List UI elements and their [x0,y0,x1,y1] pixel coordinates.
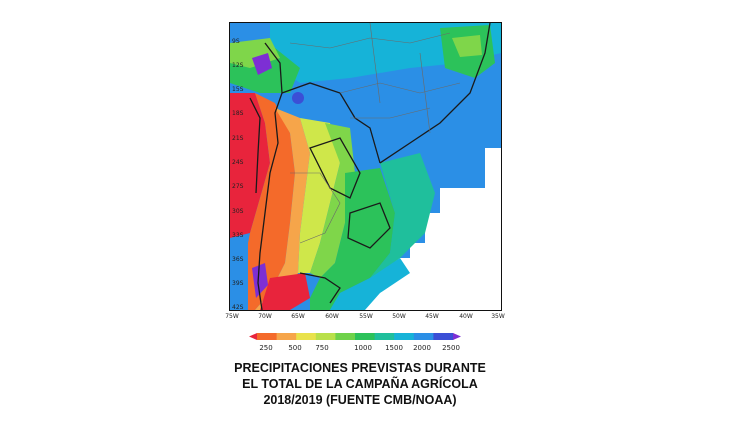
lat-label: 36S [232,256,244,263]
precipitation-map [229,22,502,311]
lon-label: 75W [225,313,239,320]
legend-swatch [355,333,376,340]
lon-label: 50W [392,313,406,320]
legend-swatch [296,333,317,340]
legend-tick-label: 2000 [413,344,431,352]
field-cyan-southeast [330,258,410,310]
coast-line [249,97,261,194]
lat-label: 27S [232,183,244,190]
lon-label: 45W [425,313,439,320]
rio-de-la-plata [299,272,341,304]
field-darkblue-spot [292,92,304,104]
field-lightorange [255,108,310,310]
lat-label: 21S [232,135,244,142]
legend-swatch [413,333,434,340]
legend-swatch [315,333,336,340]
field-lightgreen-chaco [310,123,355,278]
precipitation-map-svg [230,23,501,310]
field-red-south [260,273,310,310]
state-line-1 [289,32,451,49]
caption-line: 2018/2019 (FUENTE CMB/NOAA) [263,393,457,407]
field-teal-east [370,153,435,278]
lat-label: 42S [232,304,244,311]
lon-label: 65W [291,313,305,320]
legend-swatch [453,333,461,340]
state-line-2 [339,82,461,94]
lon-label: 60W [325,313,339,320]
field-purple-southwest [252,263,268,298]
map-caption: PRECIPITACIONES PREVISTAS DURANTE EL TOT… [200,360,520,408]
legend-swatch [394,333,415,340]
bolivia-brazil-border [281,82,381,164]
lat-label: 39S [232,280,244,287]
paraguay-border [309,137,361,199]
legend-swatch [335,333,356,340]
state-line-3 [350,107,431,119]
legend-swatch [249,333,257,340]
lat-label: 18S [232,110,244,117]
state-line-6 [419,52,431,134]
lat-label: 15S [232,86,244,93]
legend-tick-label: 500 [288,344,302,352]
legend-tick-label: 1500 [385,344,403,352]
legend-swatch [276,333,297,340]
legend-swatch [433,333,454,340]
legend-tick-label: 750 [315,344,329,352]
lon-label: 55W [359,313,373,320]
brazil-coast [379,23,491,164]
field-blue-southwest [230,243,248,310]
uruguay-border [347,202,391,249]
field-green-pampas [310,168,395,310]
lon-label: 70W [258,313,272,320]
field-yellow-chaco [298,118,340,273]
field-lightgreen-northeast [452,35,482,57]
andes-border [257,42,283,310]
lon-label: 40W [459,313,473,320]
state-borders [289,23,461,244]
lon-label: 35W [491,313,505,320]
country-borders [249,23,491,310]
state-line-4 [290,172,341,244]
legend-swatch [374,333,395,340]
lat-label: 24S [232,159,244,166]
lat-label: 30S [232,208,244,215]
caption-line: EL TOTAL DE LA CAMPAÑA AGRÍCOLA [242,377,478,391]
legend-color-bar [249,333,461,340]
legend-swatch [257,333,278,340]
legend-tick-label: 250 [259,344,273,352]
legend-tick-label: 2500 [442,344,460,352]
lat-label: 33S [232,232,244,239]
caption-line: PRECIPITACIONES PREVISTAS DURANTE [234,361,486,375]
field-purple-spot [252,53,272,75]
legend-tick-label: 1000 [354,344,372,352]
state-line-5 [369,23,381,104]
lat-label: 9S [232,38,240,45]
lat-label: 12S [232,62,244,69]
